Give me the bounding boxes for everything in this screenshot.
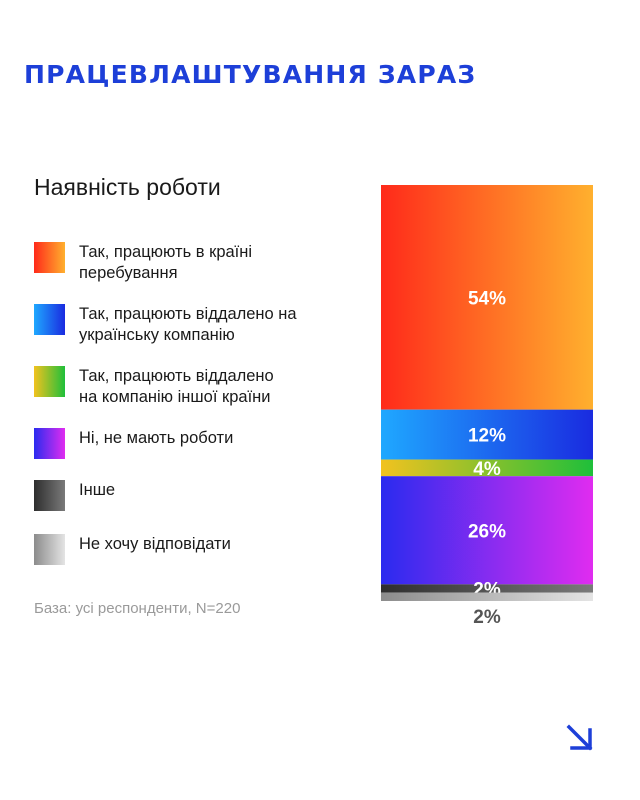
bar-segment-label: 2% [473, 607, 501, 628]
legend-item: Не хочу відповідати [34, 534, 349, 565]
legend-label: Так, працюють віддалено на українську ко… [79, 305, 297, 344]
bar-segment-label: 54% [468, 288, 506, 309]
legend-swatch [34, 304, 65, 335]
bar-segment-label: 26% [468, 521, 506, 542]
legend-swatch [34, 242, 65, 273]
legend-item: Так, працюють віддалено на компанію іншо… [34, 366, 349, 408]
legend-item: Ні, не мають роботи [34, 428, 349, 459]
legend-item: Інше [34, 480, 349, 511]
legend-label: Так, працюють в країні перебування [79, 243, 253, 282]
chart-subtitle: Наявність роботи [34, 174, 221, 200]
legend-swatch [34, 534, 65, 565]
legend-item: Так, працюють віддалено на українську ко… [34, 304, 349, 346]
base-note: База: усі респонденти, N=220 [34, 600, 241, 617]
legend-label: Не хочу відповідати [79, 535, 231, 553]
arrow-down-right-icon[interactable] [564, 722, 596, 754]
bar-segment [381, 185, 593, 410]
bar-segment [381, 592, 593, 601]
legend-swatch [34, 366, 65, 397]
bar-segment-label: 4% [473, 459, 501, 480]
legend-label: Ні, не мають роботи [79, 429, 234, 447]
page-title: ПРАЦЕВЛАШТУВАННЯ ЗАРАЗ [24, 60, 477, 89]
bar-segment [381, 584, 593, 593]
legend-swatch [34, 480, 65, 511]
bar-segment-label: 12% [468, 426, 506, 447]
legend-label: Інше [79, 481, 116, 499]
legend-swatch [34, 428, 65, 459]
bar-segment [381, 409, 593, 460]
bar-segment [381, 459, 593, 477]
legend-item: Так, працюють в країні перебування [34, 242, 349, 284]
legend-label: Так, працюють віддалено на компанію іншо… [79, 367, 274, 406]
bar-segment [381, 476, 593, 585]
